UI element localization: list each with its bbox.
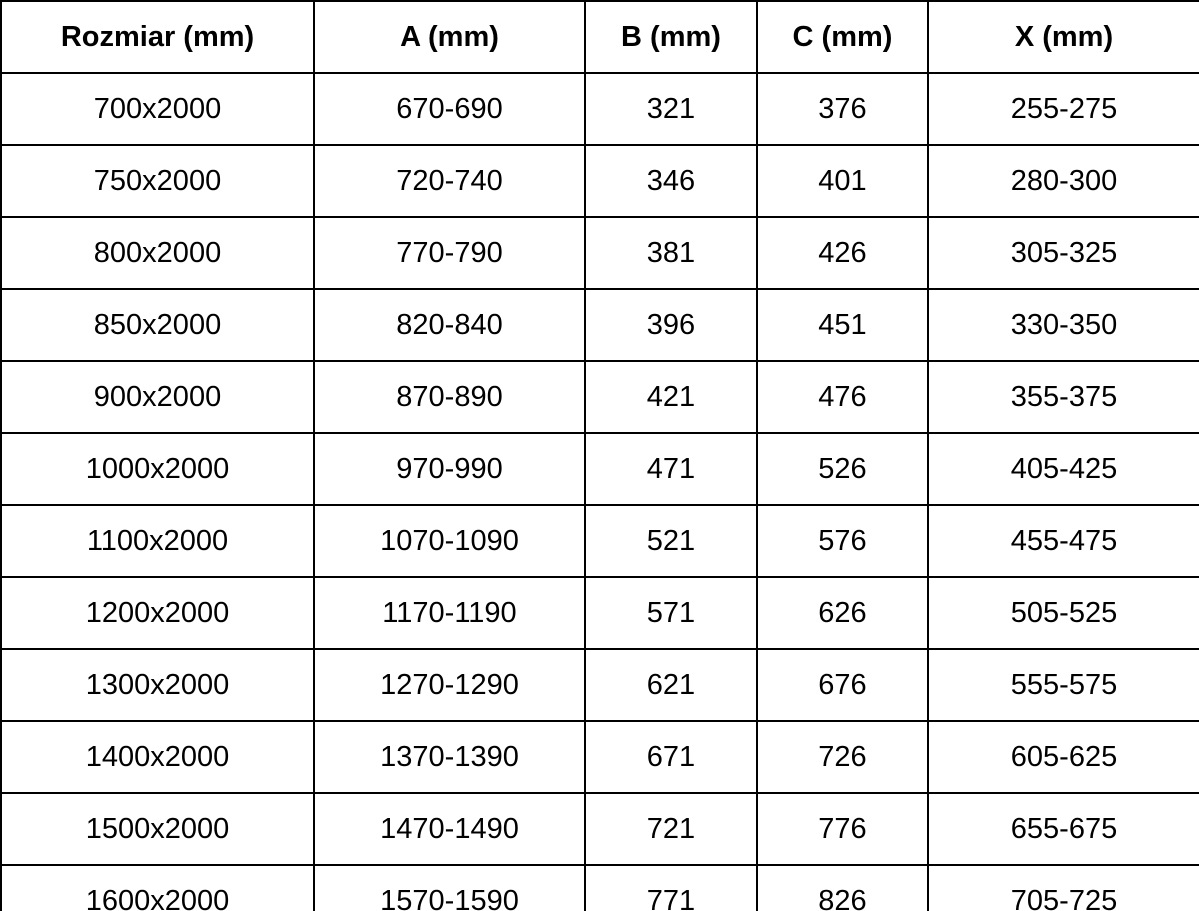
table-cell-r7-c3: 626 bbox=[756, 576, 929, 650]
table-body: 700x2000 670-690 321 376 255-275 750x2000 720-… bbox=[0, 72, 1199, 911]
column-header-0: Rozmiar (mm) bbox=[0, 0, 315, 74]
table-cell-r5-c0: 1000x2000 bbox=[0, 432, 315, 506]
table-cell-r4-c3: 476 bbox=[756, 360, 929, 434]
table-cell-r7-c1: 1170-1190 bbox=[313, 576, 586, 650]
table-cell-r5-c3: 526 bbox=[756, 432, 929, 506]
column-header-4: X (mm) bbox=[927, 0, 1199, 74]
table-cell-r11-c2: 771 bbox=[584, 864, 758, 911]
table-cell-r11-c0: 1600x2000 bbox=[0, 864, 315, 911]
table-row: 900x2000 870-890 421 476 355-375 bbox=[0, 360, 1199, 434]
table-cell-r3-c2: 396 bbox=[584, 288, 758, 362]
table-cell-r3-c1: 820-840 bbox=[313, 288, 586, 362]
table-cell-r4-c2: 421 bbox=[584, 360, 758, 434]
table-cell-r0-c1: 670-690 bbox=[313, 72, 586, 146]
table-row: 1400x2000 1370-1390 671 726 605-625 bbox=[0, 720, 1199, 794]
table-cell-r10-c0: 1500x2000 bbox=[0, 792, 315, 866]
table-row: 1100x2000 1070-1090 521 576 455-475 bbox=[0, 504, 1199, 578]
table-cell-r0-c2: 321 bbox=[584, 72, 758, 146]
table-row: 800x2000 770-790 381 426 305-325 bbox=[0, 216, 1199, 290]
table-cell-r9-c0: 1400x2000 bbox=[0, 720, 315, 794]
table-row: 1600x2000 1570-1590 771 826 705-725 bbox=[0, 864, 1199, 911]
table-cell-r4-c0: 900x2000 bbox=[0, 360, 315, 434]
table-cell-r4-c4: 355-375 bbox=[927, 360, 1199, 434]
table-cell-r9-c3: 726 bbox=[756, 720, 929, 794]
table-cell-r3-c0: 850x2000 bbox=[0, 288, 315, 362]
table-cell-r8-c2: 621 bbox=[584, 648, 758, 722]
table-row: 1500x2000 1470-1490 721 776 655-675 bbox=[0, 792, 1199, 866]
table-cell-r2-c2: 381 bbox=[584, 216, 758, 290]
table-cell-r4-c1: 870-890 bbox=[313, 360, 586, 434]
table-cell-r9-c4: 605-625 bbox=[927, 720, 1199, 794]
table-row: 1200x2000 1170-1190 571 626 505-525 bbox=[0, 576, 1199, 650]
table-cell-r6-c2: 521 bbox=[584, 504, 758, 578]
table-cell-r0-c3: 376 bbox=[756, 72, 929, 146]
table-row: 1300x2000 1270-1290 621 676 555-575 bbox=[0, 648, 1199, 722]
table-row: 750x2000 720-740 346 401 280-300 bbox=[0, 144, 1199, 218]
table-cell-r6-c0: 1100x2000 bbox=[0, 504, 315, 578]
table-cell-r3-c4: 330-350 bbox=[927, 288, 1199, 362]
table-cell-r1-c0: 750x2000 bbox=[0, 144, 315, 218]
table-cell-r1-c4: 280-300 bbox=[927, 144, 1199, 218]
table-cell-r10-c2: 721 bbox=[584, 792, 758, 866]
column-header-1: A (mm) bbox=[313, 0, 586, 74]
header-row: Rozmiar (mm) A (mm) B (mm) C (mm) X (mm) bbox=[0, 0, 1199, 74]
table-cell-r11-c4: 705-725 bbox=[927, 864, 1199, 911]
table-row: 850x2000 820-840 396 451 330-350 bbox=[0, 288, 1199, 362]
table-cell-r11-c1: 1570-1590 bbox=[313, 864, 586, 911]
table-cell-r2-c3: 426 bbox=[756, 216, 929, 290]
table-row: 1000x2000 970-990 471 526 405-425 bbox=[0, 432, 1199, 506]
column-header-2: B (mm) bbox=[584, 0, 758, 74]
table-cell-r9-c2: 671 bbox=[584, 720, 758, 794]
table-cell-r8-c0: 1300x2000 bbox=[0, 648, 315, 722]
table-cell-r5-c2: 471 bbox=[584, 432, 758, 506]
table-row: 700x2000 670-690 321 376 255-275 bbox=[0, 72, 1199, 146]
table-cell-r10-c4: 655-675 bbox=[927, 792, 1199, 866]
table-cell-r7-c2: 571 bbox=[584, 576, 758, 650]
table-cell-r1-c1: 720-740 bbox=[313, 144, 586, 218]
table-cell-r2-c4: 305-325 bbox=[927, 216, 1199, 290]
table-cell-r5-c1: 970-990 bbox=[313, 432, 586, 506]
column-header-3: C (mm) bbox=[756, 0, 929, 74]
table-cell-r8-c1: 1270-1290 bbox=[313, 648, 586, 722]
table-cell-r3-c3: 451 bbox=[756, 288, 929, 362]
table-cell-r11-c3: 826 bbox=[756, 864, 929, 911]
table-cell-r8-c3: 676 bbox=[756, 648, 929, 722]
table-cell-r10-c1: 1470-1490 bbox=[313, 792, 586, 866]
table-cell-r2-c1: 770-790 bbox=[313, 216, 586, 290]
table-cell-r6-c3: 576 bbox=[756, 504, 929, 578]
table-cell-r2-c0: 800x2000 bbox=[0, 216, 315, 290]
table-cell-r0-c4: 255-275 bbox=[927, 72, 1199, 146]
table-cell-r10-c3: 776 bbox=[756, 792, 929, 866]
table-cell-r1-c2: 346 bbox=[584, 144, 758, 218]
table-cell-r6-c4: 455-475 bbox=[927, 504, 1199, 578]
table-cell-r9-c1: 1370-1390 bbox=[313, 720, 586, 794]
table-cell-r6-c1: 1070-1090 bbox=[313, 504, 586, 578]
table-cell-r5-c4: 405-425 bbox=[927, 432, 1199, 506]
table-cell-r1-c3: 401 bbox=[756, 144, 929, 218]
table-cell-r7-c4: 505-525 bbox=[927, 576, 1199, 650]
table-cell-r8-c4: 555-575 bbox=[927, 648, 1199, 722]
table-cell-r0-c0: 700x2000 bbox=[0, 72, 315, 146]
table-cell-r7-c0: 1200x2000 bbox=[0, 576, 315, 650]
